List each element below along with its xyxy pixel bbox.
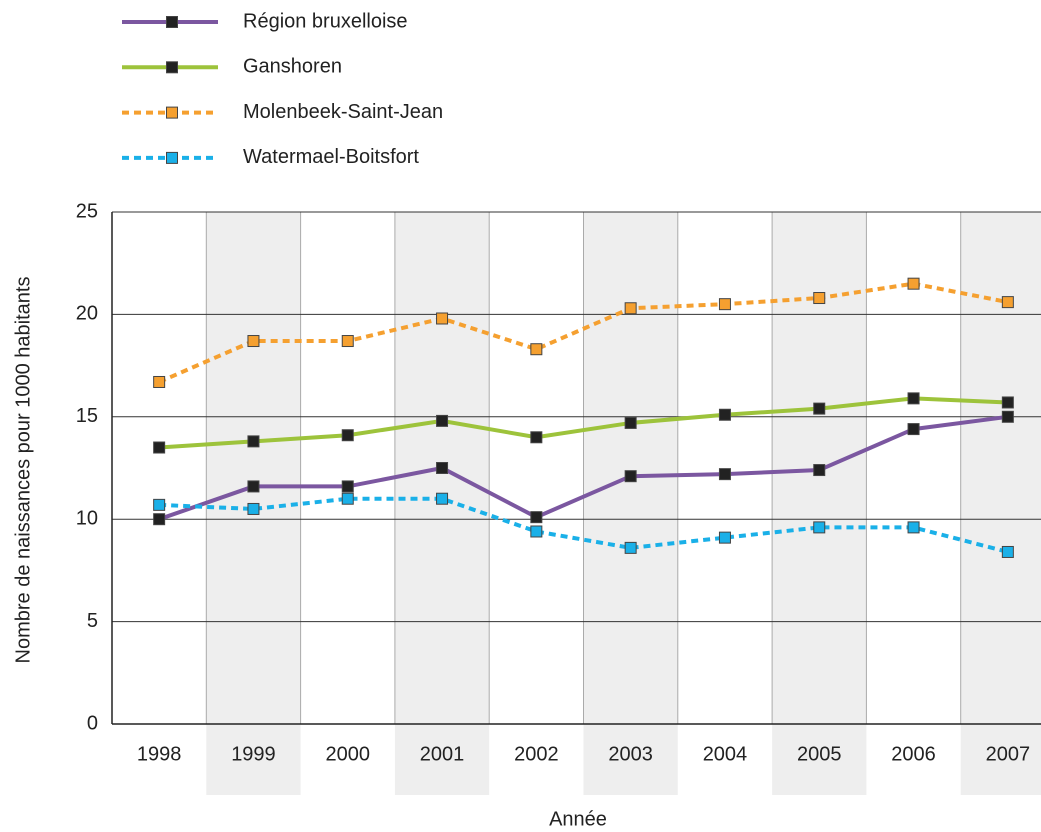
x-axis-label: Année — [549, 808, 607, 830]
band — [960, 212, 1041, 795]
series-line — [158, 414, 1009, 522]
y-tick-label: 5 — [87, 610, 98, 632]
x-tick-label: 2002 — [514, 743, 559, 765]
y-tick-label: 10 — [76, 507, 98, 529]
x-tick-label: 2006 — [891, 743, 936, 765]
data-point — [247, 480, 260, 493]
legend-label: Molenbeek-Saint-Jean — [243, 101, 443, 123]
legend-marker — [166, 106, 178, 119]
data-point — [718, 298, 731, 311]
x-tick-label: 1999 — [231, 743, 276, 765]
x-tick-label: 2004 — [703, 743, 748, 765]
data-point — [247, 335, 260, 348]
data-point — [247, 502, 260, 515]
data-point — [341, 335, 354, 348]
x-tick-label: 2001 — [420, 743, 465, 765]
data-point — [624, 541, 637, 554]
data-point — [1001, 296, 1014, 309]
data-point — [436, 492, 449, 505]
data-point — [436, 312, 449, 325]
x-tick-label: 2003 — [608, 743, 653, 765]
data-point — [1001, 396, 1014, 409]
data-point — [247, 435, 260, 448]
data-point — [813, 402, 826, 415]
band — [772, 212, 867, 795]
legend-marker — [166, 61, 178, 74]
data-point — [530, 525, 543, 538]
series-line — [158, 281, 1009, 384]
data-point — [624, 416, 637, 429]
data-point — [907, 392, 920, 405]
data-point — [907, 423, 920, 436]
data-point — [153, 513, 166, 526]
y-tick-label: 15 — [76, 405, 98, 427]
legend-marker — [166, 151, 178, 164]
y-tick-label: 20 — [76, 303, 98, 325]
x-tick-label: 2005 — [797, 743, 842, 765]
data-point — [530, 511, 543, 524]
y-tick-label: 0 — [87, 712, 98, 734]
y-tick-label: 25 — [76, 200, 98, 222]
data-point — [436, 462, 449, 474]
legend-label: Watermael-Boitsfort — [243, 146, 419, 168]
data-point — [153, 375, 166, 388]
data-point — [341, 492, 354, 505]
data-point — [153, 498, 166, 511]
legend-label: Région bruxelloise — [243, 10, 408, 32]
data-point — [530, 343, 543, 356]
data-point — [1001, 545, 1014, 558]
x-tick-label: 2000 — [326, 743, 371, 765]
data-point — [907, 277, 920, 290]
data-point — [907, 521, 920, 534]
data-point — [718, 468, 731, 481]
data-point — [153, 441, 166, 454]
data-point — [813, 464, 826, 477]
band — [583, 212, 678, 795]
data-point — [341, 429, 354, 442]
legend-marker — [166, 16, 178, 28]
series-line — [159, 396, 1008, 450]
data-point — [813, 292, 826, 305]
data-point — [341, 480, 354, 493]
data-point — [624, 470, 637, 483]
data-point — [813, 521, 826, 534]
x-tick-label: 1998 — [137, 743, 182, 765]
data-point — [718, 531, 731, 544]
legend-label: Ganshoren — [243, 56, 342, 78]
x-tick-label: 2007 — [986, 743, 1031, 765]
data-point — [718, 408, 731, 421]
y-axis-label: Nombre de naissances pour 1000 habitants — [12, 277, 34, 664]
data-point — [530, 431, 543, 444]
data-point — [1001, 410, 1014, 423]
data-point — [436, 414, 449, 427]
data-point — [624, 302, 637, 315]
